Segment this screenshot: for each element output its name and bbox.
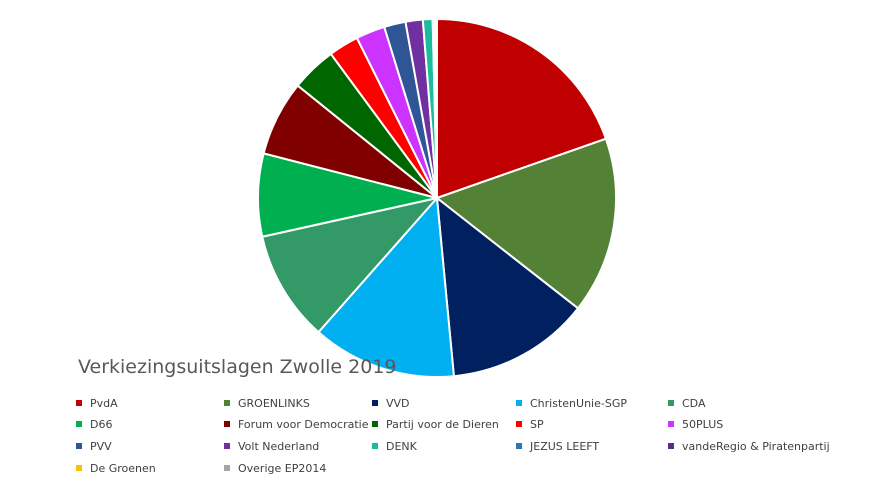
legend-label: Partij voor de Dieren [386,418,499,431]
legend-swatch [224,421,230,427]
legend-swatch [668,421,674,427]
legend-label: D66 [90,418,113,431]
legend-item: Forum voor Democratie [224,418,369,431]
legend-swatch [76,421,82,427]
pie-slice-christenunie-sgp [317,195,456,378]
legend-swatch [668,443,674,449]
pie-slices [257,17,617,378]
legend-item: 50PLUS [668,418,723,431]
legend-item: De Groenen [76,462,156,475]
legend-swatch [76,443,82,449]
legend-item: ChristenUnie-SGP [516,397,627,410]
legend-item: PVV [76,440,112,453]
legend-label: CDA [682,397,706,410]
legend-swatch [224,465,230,471]
legend-item: vandeRegio & Piratenpartij [668,440,830,453]
legend-label: VVD [386,397,410,410]
legend-label: Forum voor Democratie [238,418,369,431]
legend-item: JEZUS LEEFT [516,440,599,453]
legend-swatch [516,443,522,449]
legend-label: 50PLUS [682,418,724,431]
legend-item: VVD [372,397,410,410]
legend-swatch [224,443,230,449]
legend-item: Overige EP2014 [224,462,326,475]
legend-item: DENK [372,440,417,453]
legend-label: GROENLINKS [238,397,310,410]
legend-item: Partij voor de Dieren [372,418,499,431]
legend-swatch [516,400,522,406]
legend-label: PvdA [90,397,118,410]
chart-title: Verkiezingsuitslagen Zwolle 2019 [78,356,397,378]
pie-slice-vvd [435,195,580,378]
legend-swatch [516,421,522,427]
legend-swatch [668,400,674,406]
legend-item: GROENLINKS [224,397,310,410]
legend-item: SP [516,418,544,431]
legend-swatch [76,465,82,471]
legend-label: PVV [90,440,112,453]
legend-label: De Groenen [90,462,156,475]
legend-item: PvdA [76,397,118,410]
pie-slice-groenlinks [434,137,617,310]
legend-swatch [76,400,82,406]
legend-item: Volt Nederland [224,440,319,453]
legend-item: D66 [76,418,112,431]
legend-swatch [224,400,230,406]
legend-label: ChristenUnie-SGP [530,397,627,410]
legend-label: SP [530,418,544,431]
legend-label: Volt Nederland [238,440,320,453]
pie-slice-overige-ep2014 [435,17,438,199]
legend-label: JEZUS LEEFT [530,440,600,453]
legend-label: Overige EP2014 [238,462,327,475]
pie-slice-cda [261,196,440,334]
legend-label: vandeRegio & Piratenpartij [682,440,830,453]
legend-label: DENK [386,440,417,453]
legend-item: CDA [668,397,705,410]
legend-swatch [372,421,378,427]
legend-swatch [372,400,378,406]
legend-swatch [372,443,378,449]
